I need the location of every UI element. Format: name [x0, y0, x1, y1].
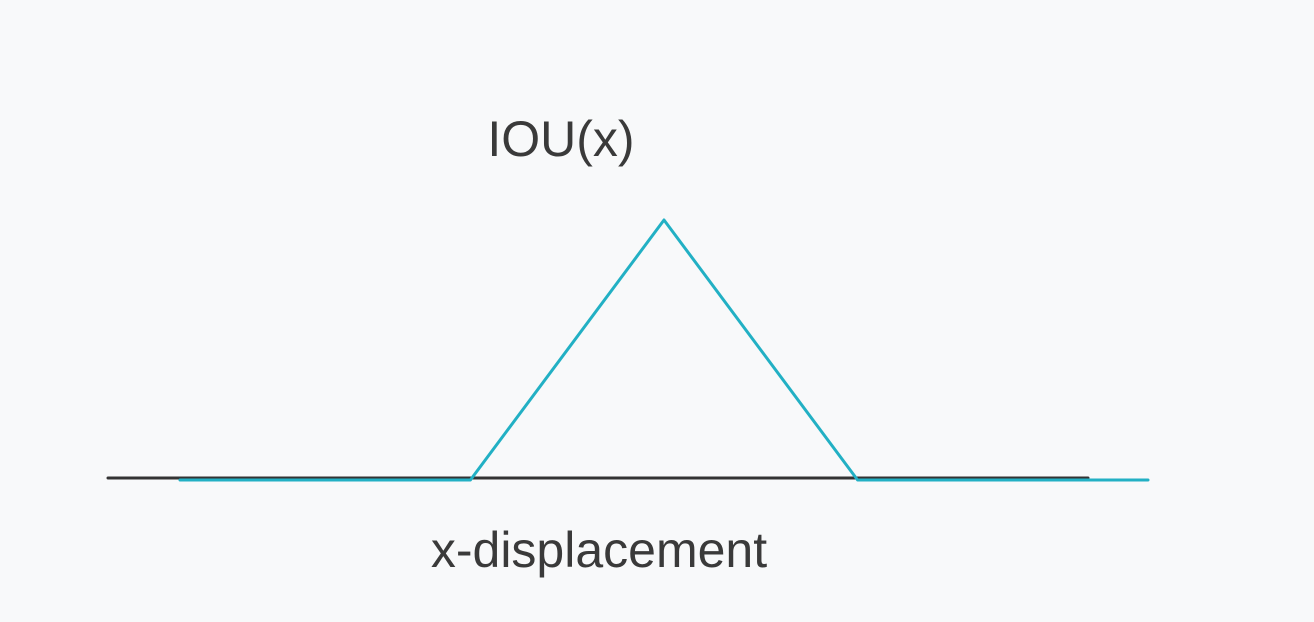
iou-curve-line — [178, 218, 1150, 482]
iou-series — [178, 218, 1150, 482]
chart-title: IOU(x) — [487, 111, 634, 167]
x-axis-label: x-displacement — [431, 522, 767, 578]
